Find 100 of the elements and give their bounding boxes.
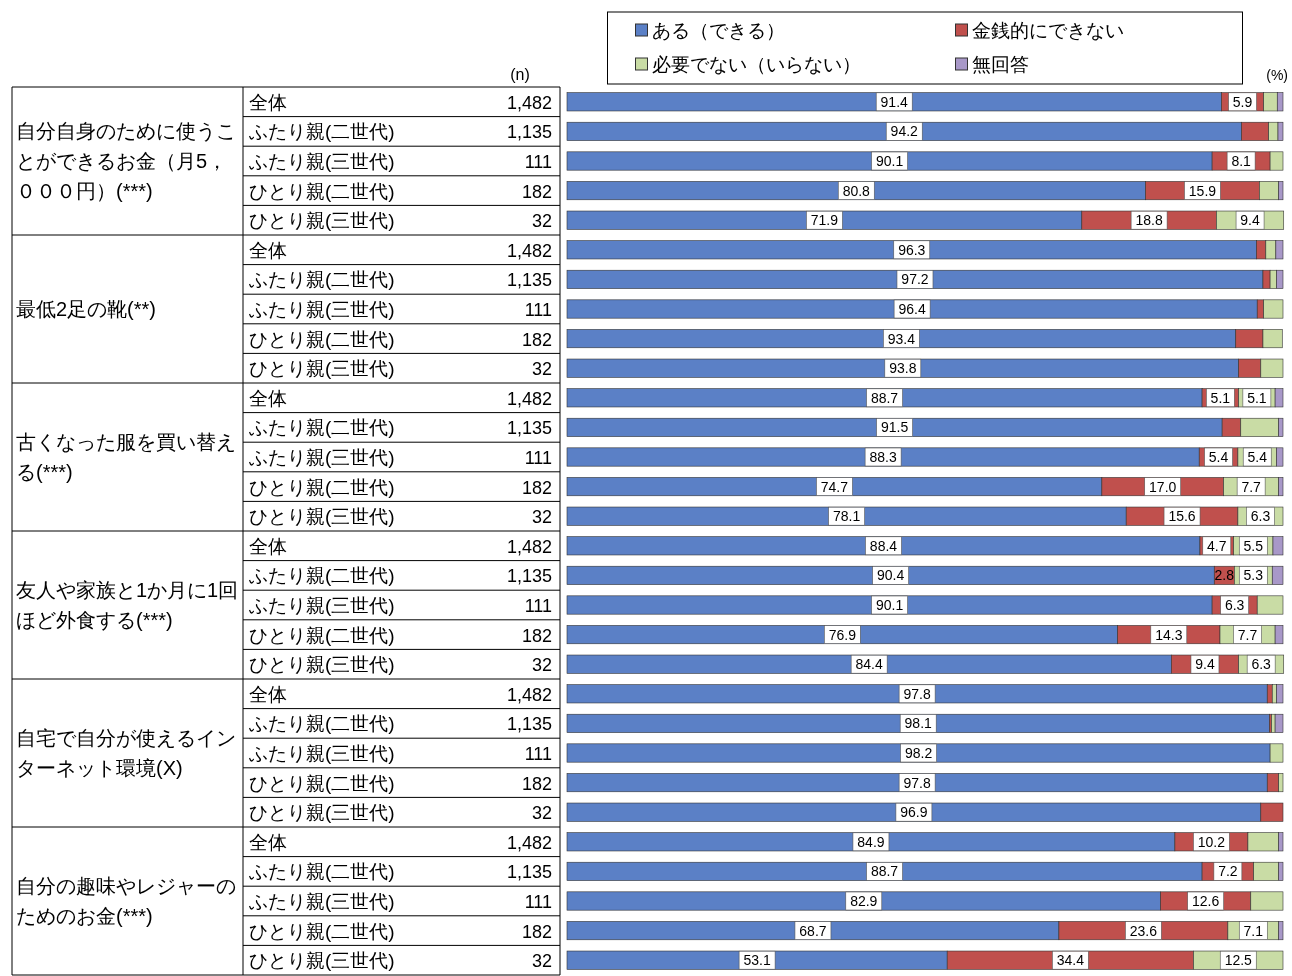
data-label: 88.7 bbox=[870, 389, 899, 406]
text: 1,135 bbox=[506, 714, 552, 735]
text: 1,482 bbox=[506, 536, 552, 557]
y-tick-label: ひとり親(二世代) bbox=[249, 476, 395, 498]
data-label: 14.3 bbox=[1155, 626, 1183, 643]
y-tick-label: ふたり親(三世代) bbox=[248, 891, 395, 912]
text: 182 bbox=[521, 921, 552, 942]
data-label: 5.5 bbox=[1243, 537, 1264, 554]
data-label: 9.4 bbox=[1240, 212, 1261, 229]
text: 182 bbox=[521, 477, 552, 498]
text: 1,135 bbox=[506, 122, 552, 143]
data-label: 7.7 bbox=[1237, 626, 1258, 643]
data-label: 5.1 bbox=[1247, 389, 1267, 406]
text: 111 bbox=[524, 152, 552, 172]
text: (n) bbox=[510, 66, 530, 83]
y-tick-label: ひとり親(三世代) bbox=[249, 802, 395, 824]
data-label: 4.7 bbox=[1207, 537, 1227, 554]
data-label: 6.3 bbox=[1224, 597, 1245, 613]
bar bbox=[566, 713, 1270, 733]
data-label: 2.8 bbox=[1214, 567, 1235, 584]
data-label: 96.4 bbox=[898, 301, 926, 317]
text: 1,135 bbox=[506, 270, 552, 291]
data-label: 34.4 bbox=[1056, 952, 1085, 969]
data-label: 23.6 bbox=[1129, 922, 1158, 939]
data-label: 97.8 bbox=[903, 774, 931, 791]
data-label: 84.4 bbox=[855, 656, 883, 673]
y-tick-label: ふたり親(二世代) bbox=[248, 565, 395, 587]
data-label: 12.6 bbox=[1192, 893, 1220, 909]
text: 111 bbox=[524, 300, 552, 320]
text: 111 bbox=[524, 744, 552, 764]
data-label: 94.2 bbox=[890, 123, 919, 140]
bar bbox=[1276, 684, 1284, 704]
data-label: 71.9 bbox=[810, 212, 839, 229]
y-tick-label: 全体 bbox=[249, 831, 287, 853]
y-tick-label: 全体 bbox=[249, 535, 287, 557]
data-label: 9.4 bbox=[1195, 656, 1215, 673]
text: 32 bbox=[531, 655, 552, 676]
data-label: 5.9 bbox=[1232, 93, 1253, 110]
text: 1,482 bbox=[506, 832, 552, 853]
data-label: 7.1 bbox=[1243, 922, 1264, 939]
y-tick-label: ふたり親(三世代) bbox=[248, 299, 395, 320]
data-label: 7.7 bbox=[1241, 478, 1262, 495]
legend-label: ある（できる） bbox=[651, 20, 785, 41]
data-label: 10.2 bbox=[1197, 833, 1226, 850]
text: 1,135 bbox=[506, 862, 552, 883]
data-label: 88.3 bbox=[869, 449, 897, 465]
legend-label: 必要でない（いらない） bbox=[651, 54, 861, 75]
y-tick-label: ひとり親(二世代) bbox=[249, 920, 395, 942]
y-tick-label: ふたり親(三世代) bbox=[248, 595, 395, 616]
data-label: 88.4 bbox=[869, 537, 898, 554]
data-label: 80.8 bbox=[842, 182, 871, 199]
text: 182 bbox=[521, 625, 552, 646]
data-label: 6.3 bbox=[1251, 656, 1272, 673]
y-tick-label: 全体 bbox=[249, 683, 287, 705]
y-tick-label: ひとり親(三世代) bbox=[249, 358, 395, 380]
y-tick-label: ふたり親(三世代) bbox=[248, 151, 395, 172]
data-label: 76.9 bbox=[828, 626, 857, 643]
text: 1,482 bbox=[506, 92, 552, 113]
data-label: 96.3 bbox=[898, 241, 926, 258]
legend-label: 無回答 bbox=[971, 54, 1029, 75]
data-label: 96.9 bbox=[900, 804, 928, 821]
data-label: 91.4 bbox=[880, 93, 909, 110]
text: 32 bbox=[531, 211, 552, 232]
bar bbox=[1274, 713, 1284, 733]
data-label: 18.8 bbox=[1135, 212, 1163, 229]
data-label: 8.1 bbox=[1231, 153, 1252, 169]
text: 1,135 bbox=[506, 418, 552, 439]
text: 32 bbox=[531, 507, 552, 528]
text: 32 bbox=[531, 803, 552, 824]
text: 1,482 bbox=[506, 240, 552, 261]
data-label: 98.1 bbox=[904, 715, 933, 732]
data-label: 5.4 bbox=[1247, 449, 1268, 465]
data-label: 91.5 bbox=[880, 419, 909, 436]
y-tick-label: 全体 bbox=[249, 239, 287, 261]
legend-label: 金銭的にできない bbox=[971, 20, 1124, 41]
y-tick-label: ふたり親(二世代) bbox=[248, 861, 395, 883]
data-label: 90.1 bbox=[875, 597, 904, 613]
y-tick-label: 全体 bbox=[249, 91, 287, 113]
text: 32 bbox=[531, 359, 552, 380]
y-tick-label: ふたり親(二世代) bbox=[248, 121, 395, 143]
text: 最低2足の靴(**) bbox=[16, 298, 157, 320]
y-tick-label: ひとり親(三世代) bbox=[249, 506, 395, 528]
data-label: 98.2 bbox=[904, 745, 933, 761]
text: 111 bbox=[524, 892, 552, 912]
y-tick-label: ひとり親(二世代) bbox=[249, 328, 395, 350]
bar bbox=[566, 684, 1268, 704]
data-label: 53.1 bbox=[743, 952, 771, 969]
data-label: 74.7 bbox=[820, 478, 849, 495]
text: 111 bbox=[524, 596, 552, 616]
y-tick-label: ひとり親(三世代) bbox=[249, 950, 395, 972]
y-tick-label: ひとり親(二世代) bbox=[249, 180, 395, 202]
data-label: 5.3 bbox=[1243, 567, 1264, 584]
text: 182 bbox=[521, 181, 552, 202]
data-label: 15.6 bbox=[1168, 508, 1196, 525]
text: 自分の趣味やレジャーのためのお金(***) bbox=[16, 875, 236, 927]
data-label: 5.4 bbox=[1208, 449, 1229, 465]
text: 友人や家族と1か月に1回ほど外食する(***) bbox=[16, 579, 239, 631]
text: 182 bbox=[521, 773, 552, 794]
y-tick-label: ひとり親(三世代) bbox=[249, 654, 395, 676]
data-label: 5.1 bbox=[1210, 389, 1231, 406]
